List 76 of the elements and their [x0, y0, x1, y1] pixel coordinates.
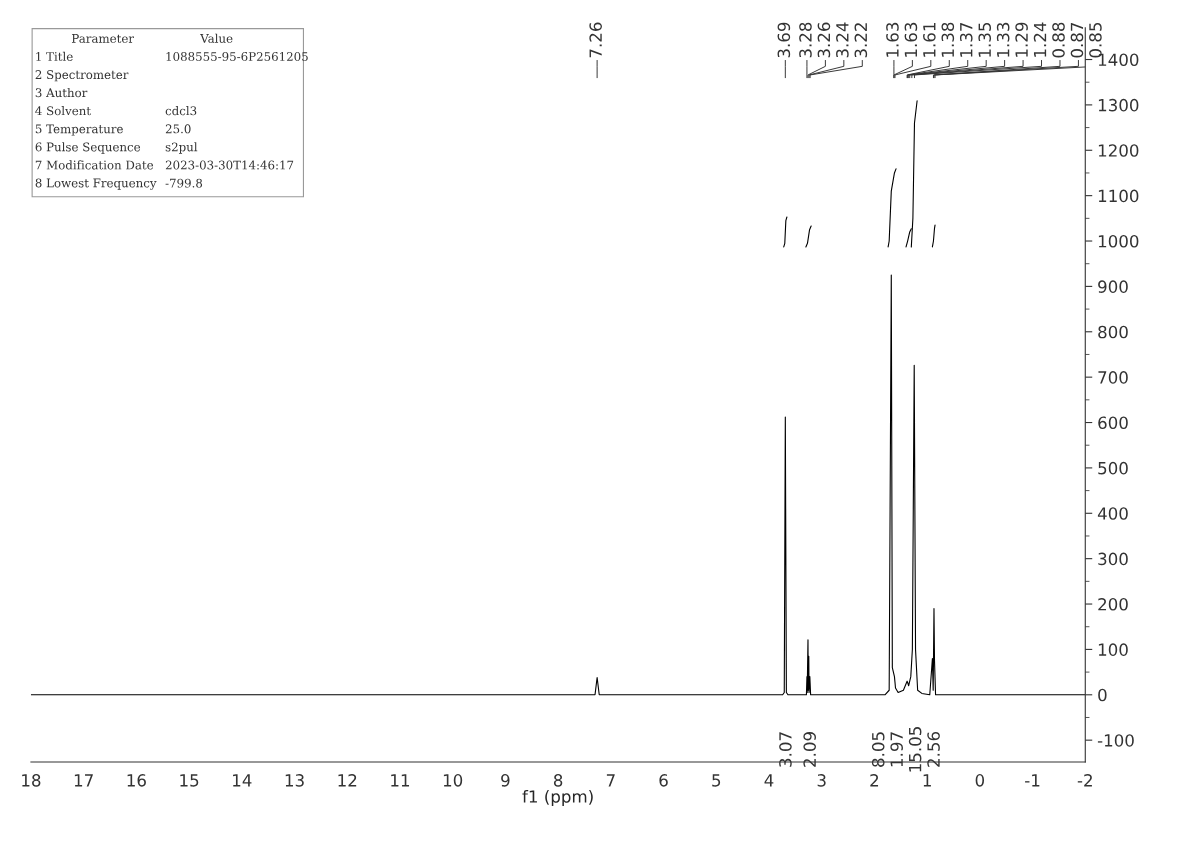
annotation: 3.28 — [799, 22, 812, 58]
x-tick-label: 14 — [233, 774, 252, 787]
x-tick-label: 2 — [870, 774, 879, 787]
annotation: 8.05 — [871, 732, 885, 767]
annotation: 1088555-95-6P2561205 — [166, 52, 308, 61]
x-tick-label: 16 — [127, 774, 146, 787]
y-tick-label: 1300 — [1098, 98, 1139, 112]
annotation: 1.29 — [1015, 22, 1028, 57]
annotation: 2.56 — [927, 731, 940, 767]
x-tick-label: 15 — [180, 774, 199, 787]
annotation: Parameter — [71, 34, 135, 43]
annotation: 3.22 — [854, 23, 868, 58]
x-tick-label: 3 — [817, 774, 826, 787]
annotation: 3 Author — [35, 87, 88, 98]
annotation: Value — [200, 33, 233, 43]
y-tick-label: 700 — [1098, 371, 1128, 384]
annotation: 1.38 — [941, 22, 955, 57]
x-tick-label: 12 — [338, 774, 357, 787]
annotation: 15.05 — [908, 727, 922, 772]
annotation: 2 Spectrometer — [35, 70, 129, 82]
y-tick-label: 200 — [1098, 598, 1128, 611]
y-tick-label: 400 — [1097, 507, 1128, 520]
y-tick-label: 500 — [1098, 461, 1128, 475]
annotation: 1.24 — [1033, 22, 1047, 57]
annotation: 1.61 — [923, 23, 936, 57]
x-tick-label: -2 — [1077, 774, 1092, 787]
annotation: 0.88 — [1052, 22, 1065, 58]
y-tick-label: 300 — [1098, 552, 1128, 566]
x-axis-title: f1 (ppm) — [522, 789, 593, 807]
x-tick-label: 18 — [22, 774, 41, 787]
annotation: 3.26 — [817, 22, 831, 58]
annotation: 25.0 — [165, 124, 191, 134]
x-tick-label: 9 — [501, 774, 510, 787]
annotation: 7.26 — [589, 22, 602, 58]
annotation: 5 Temperature — [35, 124, 123, 136]
annotation: 7 Modification Date — [35, 160, 154, 170]
annotation: 0.87 — [1070, 22, 1084, 58]
x-tick-label: 6 — [659, 774, 668, 787]
y-tick-label: 1200 — [1098, 144, 1139, 157]
x-tick-label: 13 — [285, 774, 304, 787]
annotation: 1 Title — [36, 51, 73, 61]
x-tick-label: 10 — [443, 774, 463, 787]
y-tick-label: 1100 — [1098, 189, 1139, 203]
y-tick-label: 0 — [1098, 688, 1107, 702]
y-tick-label: 900 — [1098, 280, 1128, 293]
x-tick-label: -1 — [1025, 774, 1040, 787]
y-tick-label: -100 — [1097, 734, 1134, 747]
annotation: 8 Lowest Frequency — [35, 178, 157, 190]
x-tick-label: 0 — [975, 774, 985, 787]
y-tick-label: 600 — [1098, 416, 1128, 430]
annotation: 2023-03-30T14:46:17 — [165, 160, 294, 170]
annotation: 2.09 — [803, 732, 816, 767]
x-tick-label: 7 — [606, 774, 615, 787]
annotation: 3.07 — [779, 732, 792, 767]
annotation: -799.8 — [165, 178, 203, 188]
annotation: 6 Pulse Sequence — [35, 142, 141, 154]
annotation: s2pul — [165, 142, 198, 154]
annotation: 1.97 — [890, 732, 903, 767]
annotation: 1.63 — [886, 22, 899, 57]
x-tick-label: 11 — [391, 774, 410, 787]
y-tick-label: 1000 — [1098, 234, 1139, 248]
annotation: 1.35 — [978, 22, 992, 57]
annotation: cdcl3 — [165, 106, 197, 116]
annotation: 3.24 — [836, 22, 849, 58]
annotation: 1.37 — [959, 22, 973, 57]
x-tick-label: 17 — [74, 774, 93, 787]
x-tick-label: 8 — [553, 774, 563, 787]
annotation: 1.33 — [996, 22, 1010, 57]
y-tick-label: 100 — [1098, 643, 1128, 656]
x-tick-label: 4 — [764, 774, 774, 787]
annotation: 4 Solvent — [35, 106, 91, 116]
x-tick-label: 5 — [712, 774, 721, 787]
annotation: 3.69 — [777, 22, 791, 58]
annotation: 1.63 — [904, 22, 918, 57]
y-tick-label: 800 — [1098, 325, 1128, 339]
x-tick-label: 1 — [923, 774, 931, 787]
